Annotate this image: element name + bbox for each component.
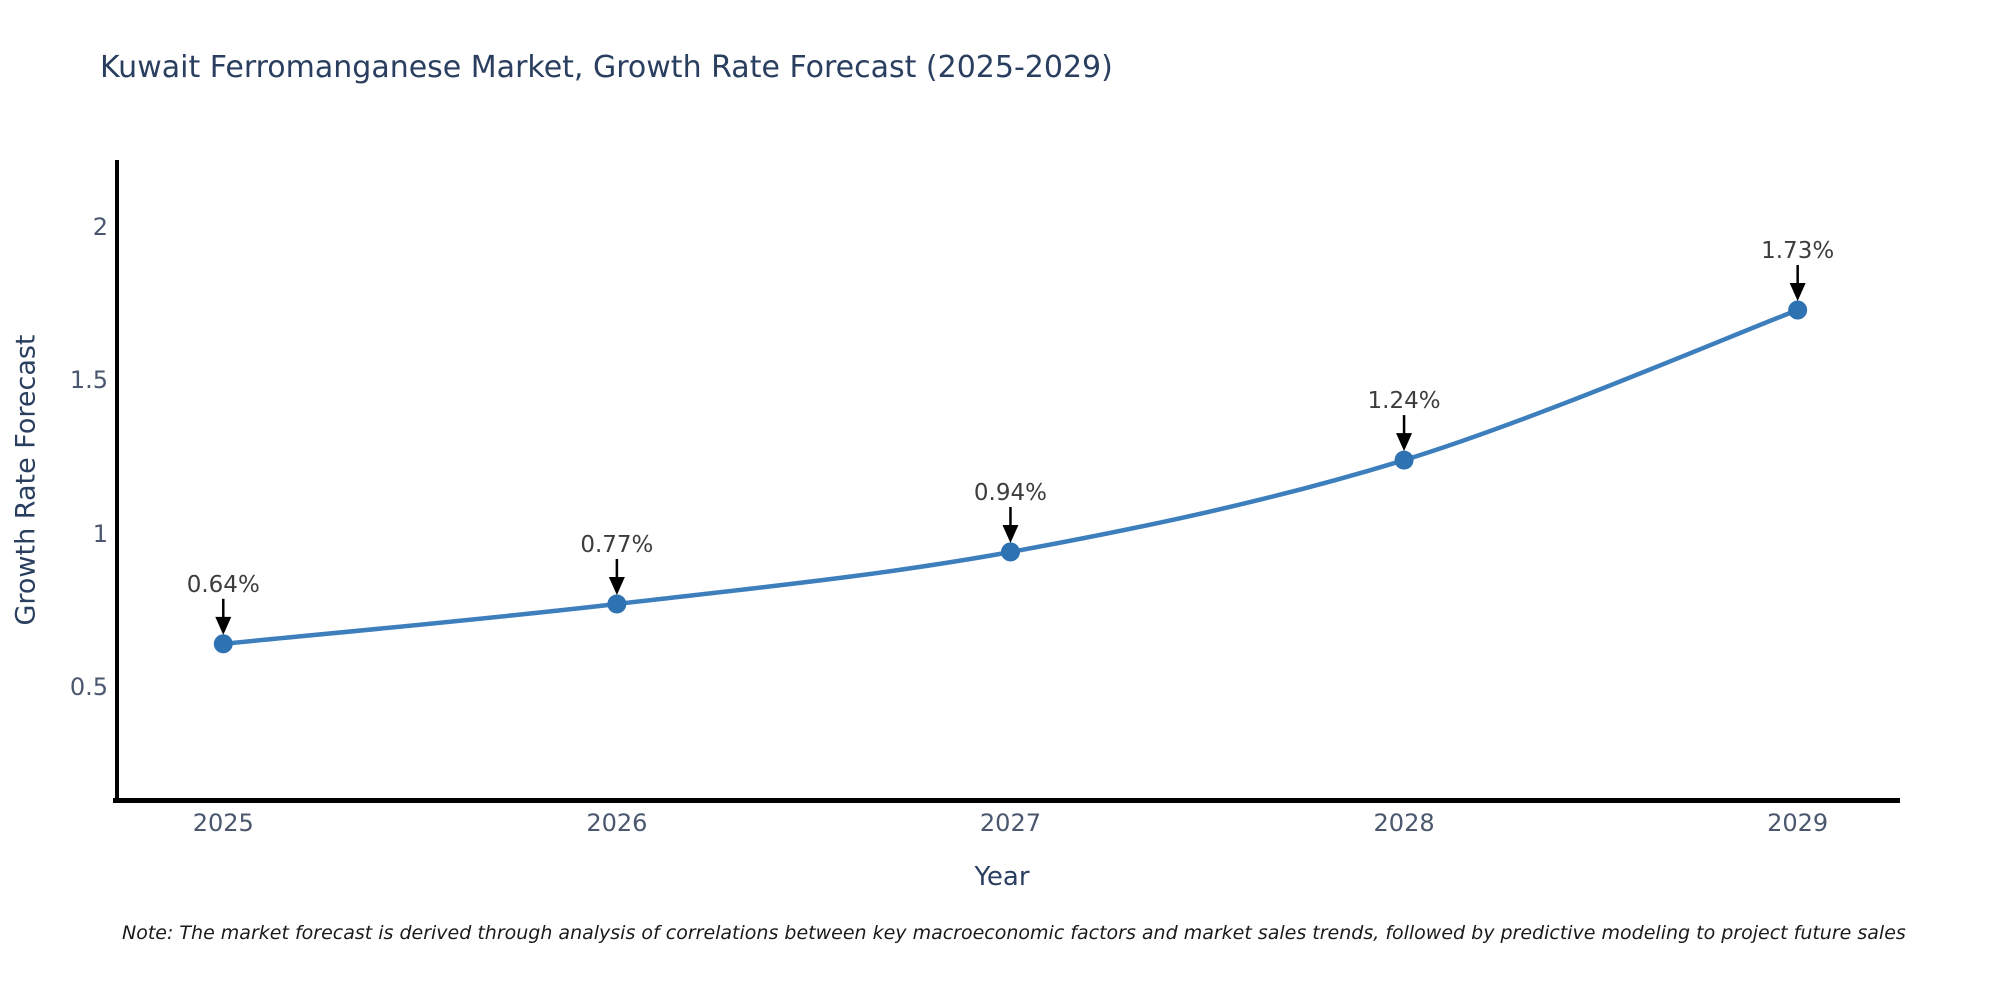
x-axis-tick-label: 2028 (1373, 809, 1435, 837)
y-axis-tick-label: 1 (92, 519, 108, 548)
data-point-marker[interactable] (607, 594, 627, 614)
data-point-value-label: 0.64% (186, 571, 260, 598)
annotation-arrowhead (1789, 283, 1806, 302)
footnote-text: Note: The market forecast is derived thr… (122, 922, 1906, 944)
data-point-marker[interactable] (1788, 300, 1808, 320)
x-axis-tick-label: 2025 (192, 809, 254, 837)
annotation-arrowhead (1002, 524, 1019, 543)
y-axis-tick-label: 2 (92, 213, 108, 242)
y-axis-spine (115, 160, 119, 802)
data-point-value-label: 1.24% (1367, 388, 1441, 415)
x-axis-spine (113, 798, 1900, 803)
chart-title: Kuwait Ferromanganese Market, Growth Rat… (100, 50, 1113, 85)
data-point-value-label: 0.77% (580, 532, 654, 559)
y-axis-tick-label: 1.5 (69, 366, 108, 395)
annotation-arrowhead (215, 616, 232, 635)
x-axis-tick-label: 2029 (1767, 809, 1829, 837)
x-axis-tick-label: 2027 (979, 809, 1041, 837)
data-point-marker[interactable] (1000, 542, 1020, 562)
data-point-value-label: 0.94% (973, 479, 1047, 506)
x-axis-title: Year (974, 862, 1030, 892)
annotation-arrowhead (1396, 433, 1413, 452)
y-axis-tick-label: 0.5 (69, 672, 108, 701)
x-axis-tick-label: 2026 (586, 809, 648, 837)
annotation-arrowhead (608, 577, 625, 596)
data-point-marker[interactable] (1394, 450, 1414, 470)
data-point-marker[interactable] (213, 634, 233, 654)
trend-line (221, 307, 1800, 647)
data-point-value-label: 1.73% (1761, 238, 1835, 265)
